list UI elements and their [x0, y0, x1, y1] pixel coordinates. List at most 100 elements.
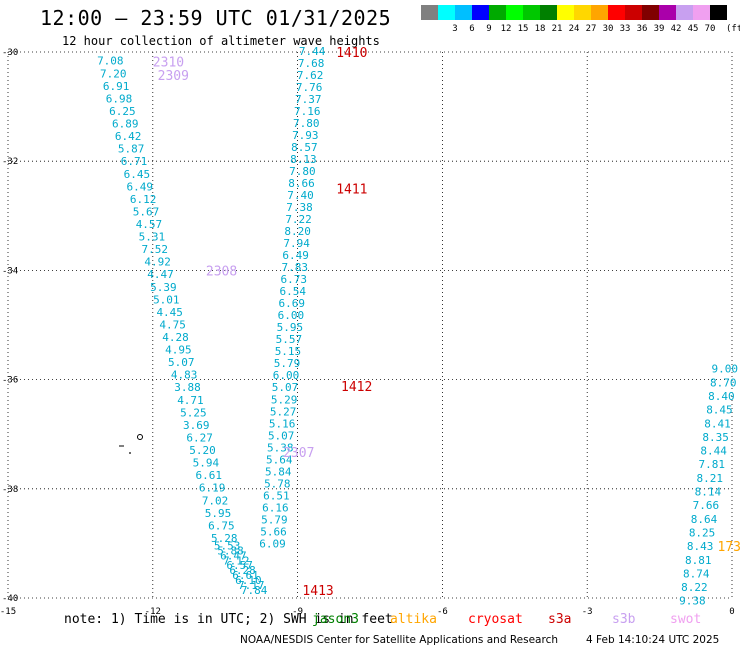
- data-point-label: 6.12: [130, 193, 157, 206]
- data-point-label: 6.91: [103, 80, 130, 93]
- data-point-label: 5.16: [269, 417, 296, 430]
- y-tick-label: -38: [2, 485, 18, 495]
- scale-swatch: [574, 5, 591, 20]
- data-point-label: 7.80: [293, 117, 320, 130]
- data-point-label: 4.47: [147, 268, 174, 281]
- data-point-label: 5.88: [217, 544, 244, 557]
- mission-label: s3b: [612, 612, 636, 627]
- scale-swatch: [472, 5, 489, 20]
- data-point-label: 5.15: [275, 345, 302, 358]
- x-tick-label: -15: [0, 607, 16, 617]
- scale-label: 21: [551, 24, 563, 34]
- data-point-label: 7.02: [202, 494, 229, 507]
- scale-label: 24: [568, 24, 580, 34]
- data-point-label: 6.16: [262, 501, 289, 514]
- data-point-label: 7.16: [294, 105, 321, 118]
- data-point-label: 6.49: [282, 249, 309, 262]
- mission-label: swot: [670, 612, 702, 627]
- data-point-label: 5.01: [153, 293, 180, 306]
- data-point-label: 8.43: [687, 540, 714, 553]
- data-point-label: 5.79: [261, 513, 288, 526]
- scale-swatch: [608, 5, 625, 20]
- x-tick-label: -12: [145, 607, 161, 617]
- data-point-label: 7.93: [292, 129, 319, 142]
- scale-label: 70: [704, 24, 716, 34]
- data-point-label: 8.20: [284, 225, 311, 238]
- data-point-label: 7.12: [223, 554, 250, 567]
- data-point-label: 8.81: [685, 554, 712, 567]
- scale-swatch: [455, 5, 472, 20]
- data-point-label: 9.00: [712, 363, 739, 376]
- data-point-label: 6.61: [196, 469, 223, 482]
- data-point-label: 9.38: [679, 595, 706, 608]
- island-mark: [137, 434, 143, 440]
- track-annotation: 1413: [302, 584, 333, 599]
- data-point-label: 5.78: [264, 477, 291, 490]
- data-point-label: 7.44: [299, 45, 326, 58]
- scale-label: 9: [486, 24, 492, 34]
- data-point-label: 7.17: [238, 579, 265, 592]
- scale-label: 33: [619, 24, 631, 34]
- data-point-label: 6.28: [229, 564, 256, 577]
- scale-label: 30: [602, 24, 614, 34]
- data-point-label: 7.52: [141, 243, 168, 256]
- data-point-label: 4.45: [156, 306, 183, 319]
- footer-credit: NOAA/NESDIS Center for Satellite Applica…: [240, 634, 558, 646]
- data-point-label: 5.20: [189, 444, 216, 457]
- data-point-label: 4.71: [177, 394, 204, 407]
- data-point-label: 6.19: [199, 482, 226, 495]
- track-annotation: 1412: [341, 380, 372, 395]
- data-point-label: 8.74: [683, 567, 710, 580]
- mission-label: cryosat: [468, 612, 523, 627]
- track-annotation: 173: [718, 540, 740, 555]
- data-point-label: 7.66: [693, 499, 720, 512]
- data-point-label: 6.73: [280, 273, 307, 286]
- scale-unit: (ft): [726, 24, 740, 34]
- scale-label: 3: [452, 24, 458, 34]
- page-subtitle: 12 hour collection of altimeter wave hei…: [62, 34, 380, 48]
- scale-label: 39: [653, 24, 665, 34]
- data-point-label: 6.00: [273, 369, 300, 382]
- data-point-label: 7.62: [297, 69, 324, 82]
- mission-label: altika: [390, 612, 437, 627]
- data-point-label: 5.95: [277, 321, 304, 334]
- data-point-label: 5.07: [272, 381, 299, 394]
- data-point-label: 8.14: [695, 486, 722, 499]
- data-point-label: 7.80: [289, 165, 316, 178]
- footer-timestamp: 4 Feb 14:10:24 UTC 2025: [586, 634, 720, 646]
- data-point-label: 7.37: [295, 93, 322, 106]
- scale-label: 45: [687, 24, 699, 34]
- data-point-label: 5.53: [214, 540, 241, 553]
- data-point-label: 5.25: [180, 406, 207, 419]
- data-point-label: 6.45: [124, 168, 151, 181]
- data-point-label: 5.07: [168, 356, 195, 369]
- data-point-label: 8.57: [291, 141, 318, 154]
- track-annotation: 2307: [283, 446, 314, 461]
- scale-swatch: [625, 5, 642, 20]
- scale-swatch: [642, 5, 659, 20]
- scale-swatch: [693, 5, 710, 20]
- scale-swatch: [506, 5, 523, 20]
- data-point-label: 8.25: [689, 526, 716, 539]
- data-point-label: 7.22: [285, 213, 312, 226]
- data-point-label: 5.67: [133, 205, 160, 218]
- data-point-label: 8.66: [288, 177, 315, 190]
- y-tick-label: -34: [2, 266, 18, 276]
- data-point-label: 6.47: [220, 549, 247, 562]
- data-point-label: 7.08: [97, 55, 124, 68]
- scale-swatch: [438, 5, 455, 20]
- data-point-label: 6.71: [121, 155, 148, 168]
- data-point-label: 7.81: [698, 458, 725, 471]
- data-point-label: 8.40: [708, 390, 735, 403]
- scale-swatch: [659, 5, 676, 20]
- data-point-label: 5.95: [205, 507, 232, 520]
- x-tick-label: 0: [729, 607, 734, 617]
- data-point-label: 5.39: [150, 281, 177, 294]
- data-point-label: 6.69: [279, 297, 306, 310]
- data-point-label: 7.40: [287, 189, 314, 202]
- data-point-label: 6.27: [186, 431, 213, 444]
- data-point-label: 6.09: [259, 537, 286, 550]
- data-point-label: 6.98: [106, 92, 133, 105]
